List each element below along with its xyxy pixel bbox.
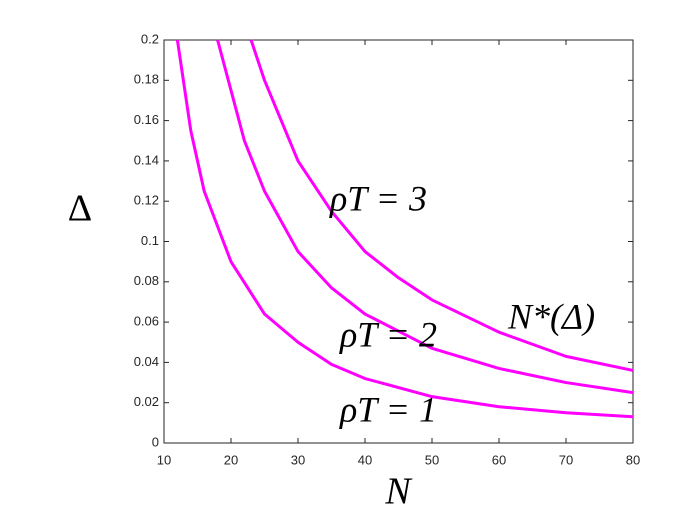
x-tick-label: 30: [291, 452, 305, 467]
curve-label: ρT = 1: [339, 389, 437, 429]
x-axis-label: N: [384, 471, 413, 513]
curve-label: ρT = 2: [339, 314, 437, 354]
y-tick-label: 0.06: [134, 314, 159, 329]
y-tick-label: 0.12: [134, 193, 159, 208]
x-tick-label: 50: [425, 452, 439, 467]
x-tick-label: 40: [358, 452, 372, 467]
x-tick-label: 70: [559, 452, 573, 467]
y-tick-label: 0.2: [141, 31, 159, 46]
curve: [249, 39, 634, 372]
x-tick-label: 60: [492, 452, 506, 467]
x-tick-label: 80: [626, 452, 640, 467]
y-axis-label: Δ: [68, 188, 92, 230]
y-tick-label: 0.02: [134, 394, 159, 409]
y-tick-label: 0.08: [134, 273, 159, 288]
x-tick-label: 20: [224, 452, 238, 467]
y-tick-label: 0.18: [134, 72, 159, 87]
x-tick-label: 10: [157, 452, 171, 467]
y-tick-label: 0: [152, 434, 159, 449]
y-tick-label: 0.04: [134, 354, 159, 369]
curve: [216, 39, 634, 395]
y-tick-label: 0.14: [134, 152, 159, 167]
annotation: N*(Δ): [507, 296, 595, 336]
plot-frame: [163, 39, 634, 444]
y-tick-label: 0.1: [141, 233, 159, 248]
y-tick-label: 0.16: [134, 112, 159, 127]
curve: [175, 39, 634, 419]
curve-label: ρT = 3: [329, 178, 427, 218]
